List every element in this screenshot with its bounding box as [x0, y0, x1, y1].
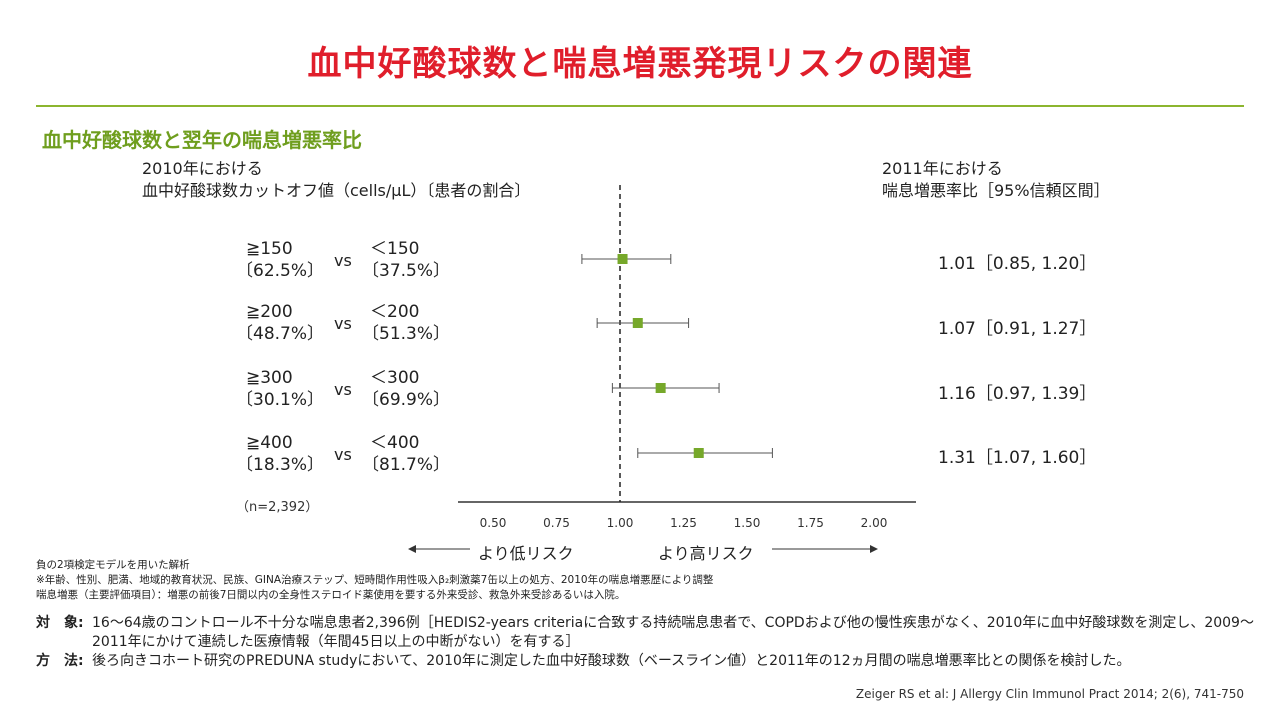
group-high-cutoff: ≧150 [246, 239, 293, 259]
group-low-percent: 〔51.3%〕 [362, 324, 451, 344]
lower-risk-label: より低リスク [478, 544, 574, 563]
lower-risk-arrowhead [408, 545, 416, 553]
group-low-label: ＜300 〔69.9%〕 [362, 367, 450, 411]
group-low-percent: 〔37.5%〕 [362, 261, 451, 281]
group-high-percent: 〔18.3%〕 [236, 455, 325, 475]
group-low-label: ＜400 〔81.7%〕 [362, 432, 450, 476]
x-tick-label: 2.00 [861, 516, 888, 530]
right-column-header: 2011年における 喘息増悪率比［95%信頼区間］ [882, 158, 1110, 202]
group-high-label: ≧300 〔30.1%〕 [236, 367, 324, 411]
group-high-cutoff: ≧400 [246, 433, 293, 453]
methods-label: 対 象: [36, 615, 84, 631]
left-header-line1: 2010年における [142, 159, 263, 178]
vs-label: vs [334, 380, 352, 399]
sample-size-label: （n=2,392） [236, 500, 319, 515]
right-header-line2: 喘息増悪率比［95%信頼区間］ [882, 181, 1110, 200]
group-low-percent: 〔81.7%〕 [362, 455, 451, 475]
x-tick-label: 0.50 [480, 516, 507, 530]
x-tick-label: 1.50 [734, 516, 761, 530]
group-low-label: ＜200 〔51.3%〕 [362, 301, 450, 345]
vs-label: vs [334, 445, 352, 464]
methods-label: 方 法: [36, 653, 84, 669]
methods-row-subjects: 対 象: 16～64歳のコントロール不十分な喘息患者2,396例［HEDIS2-… [36, 614, 1256, 652]
footnote-line: ※年齢、性別、肥満、地域的教育状況、民族、GINA治療ステップ、短時間作用性吸入… [36, 574, 714, 586]
x-tick-label: 1.25 [670, 516, 697, 530]
methods-text: 後ろ向きコホート研究のPREDUNA studyにおいて、2010年に測定した血… [92, 653, 1131, 669]
ci-value: 1.07［0.91, 1.27］ [938, 319, 1097, 339]
group-high-label: ≧200 〔48.7%〕 [236, 301, 324, 345]
higher-risk-label: より高リスク [658, 544, 754, 563]
ci-value: 1.01［0.85, 1.20］ [938, 254, 1097, 274]
group-high-percent: 〔48.7%〕 [236, 324, 325, 344]
group-low-label: ＜150 〔37.5%〕 [362, 238, 450, 282]
group-high-cutoff: ≧300 [246, 368, 293, 388]
ci-value: 1.31［1.07, 1.60］ [938, 448, 1097, 468]
point-estimate-marker [617, 254, 628, 264]
point-estimate-marker [632, 318, 643, 328]
group-high-label: ≧400 〔18.3%〕 [236, 432, 324, 476]
footnote-line: 負の2項検定モデルを用いた解析 [36, 559, 190, 571]
x-tick-label: 1.75 [797, 516, 824, 530]
section-subtitle: 血中好酸球数と翌年の喘息増悪率比 [42, 128, 362, 152]
point-estimate-marker [693, 448, 704, 458]
group-high-percent: 〔62.5%〕 [236, 261, 325, 281]
group-low-cutoff: ＜200 [370, 302, 420, 322]
group-high-cutoff: ≧200 [246, 302, 293, 322]
right-header-line1: 2011年における [882, 159, 1003, 178]
footnotes: 負の2項検定モデルを用いた解析 ※年齢、性別、肥満、地域的教育状況、民族、GIN… [36, 558, 713, 603]
group-low-cutoff: ＜300 [370, 368, 420, 388]
page-title: 血中好酸球数と喘息増悪発現リスクの関連 [307, 44, 973, 84]
ci-value: 1.16［0.97, 1.39］ [938, 384, 1097, 404]
title-divider [36, 105, 1244, 107]
left-header-line2: 血中好酸球数カットオフ値（cells/μL）〔患者の割合〕 [142, 181, 531, 200]
group-low-cutoff: ＜400 [370, 433, 420, 453]
group-high-percent: 〔30.1%〕 [236, 390, 325, 410]
study-methods: 対 象: 16～64歳のコントロール不十分な喘息患者2,396例［HEDIS2-… [36, 614, 1256, 671]
methods-text: 16～64歳のコントロール不十分な喘息患者2,396例［HEDIS2-years… [92, 615, 1254, 650]
x-tick-label: 0.75 [543, 516, 570, 530]
footnote-line: 喘息増悪（主要評価項目）：増悪の前後7日間以内の全身性ステロイド薬使用を要する外… [36, 589, 626, 601]
x-tick-label: 1.00 [607, 516, 634, 530]
vs-label: vs [334, 251, 352, 270]
point-estimate-marker [655, 383, 666, 393]
group-low-percent: 〔69.9%〕 [362, 390, 451, 410]
group-high-label: ≧150 〔62.5%〕 [236, 238, 324, 282]
vs-label: vs [334, 314, 352, 333]
group-low-cutoff: ＜150 [370, 239, 420, 259]
citation: Zeiger RS et al: J Allergy Clin Immunol … [855, 687, 1244, 701]
methods-row-method: 方 法: 後ろ向きコホート研究のPREDUNA studyにおいて、2010年に… [36, 652, 1256, 671]
left-column-header: 2010年における 血中好酸球数カットオフ値（cells/μL）〔患者の割合〕 [142, 158, 530, 202]
higher-risk-arrowhead [870, 545, 878, 553]
